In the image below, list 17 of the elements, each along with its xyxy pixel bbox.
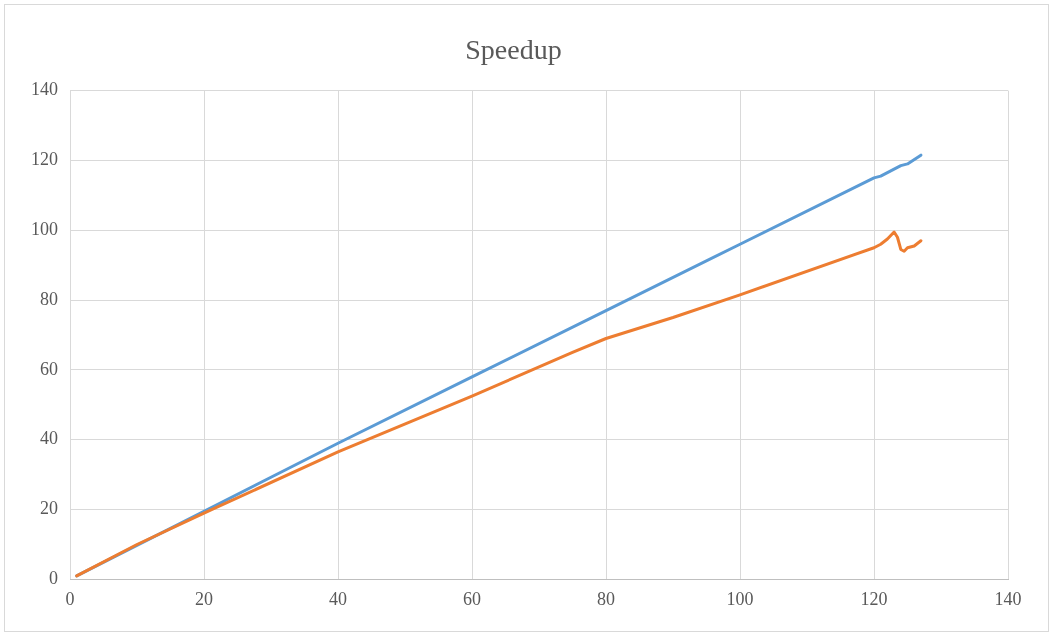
x-tick-label: 20 xyxy=(195,588,213,609)
y-tick-label: 0 xyxy=(49,568,58,589)
x-tick-label: 40 xyxy=(329,588,347,609)
chart-title: Speedup xyxy=(465,34,562,66)
y-tick-label: 20 xyxy=(40,498,58,519)
y-tick-label: 140 xyxy=(31,79,58,100)
x-tick-label: 60 xyxy=(463,588,481,609)
y-tick-label: 120 xyxy=(31,149,58,170)
y-tick-label: 80 xyxy=(40,288,58,309)
y-tick-label: 40 xyxy=(40,428,58,449)
y-tick-label: 60 xyxy=(40,358,58,379)
x-tick-label: 120 xyxy=(860,588,888,609)
x-tick-label: 100 xyxy=(726,588,754,609)
x-tick-label: 140 xyxy=(994,588,1022,609)
x-tick-label: 0 xyxy=(65,588,75,609)
y-tick-label: 100 xyxy=(31,218,58,239)
x-tick-label: 80 xyxy=(597,588,615,609)
